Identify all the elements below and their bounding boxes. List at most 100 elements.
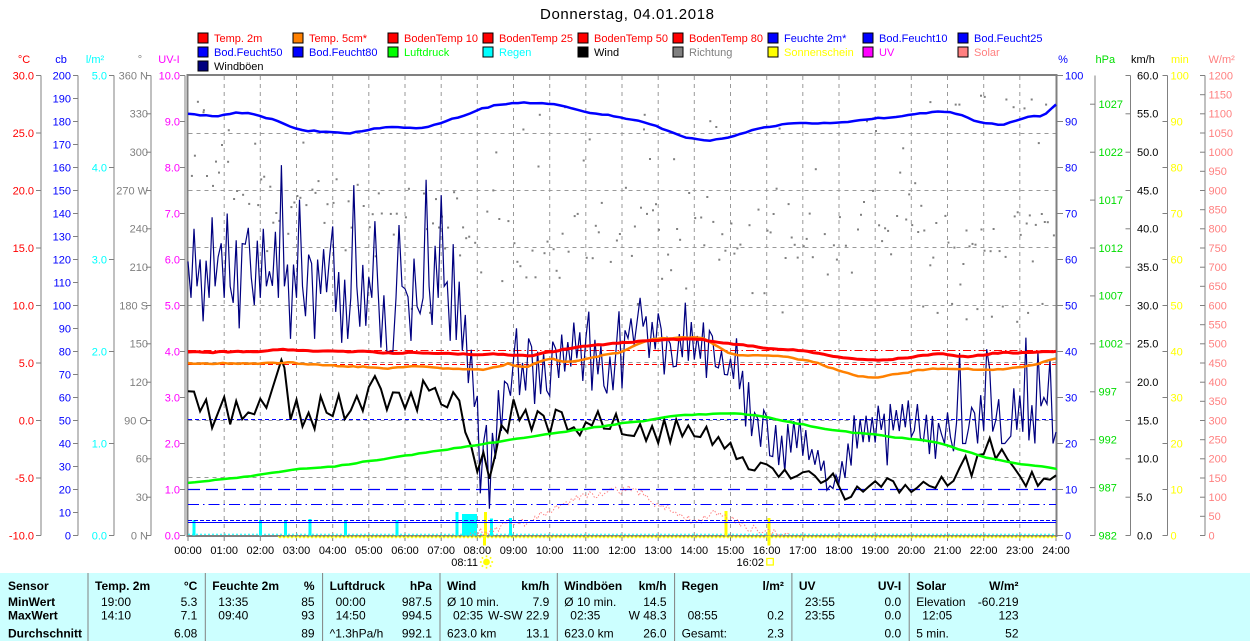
svg-text:80: 80: [59, 346, 71, 358]
svg-text:18:00: 18:00: [825, 545, 853, 557]
svg-text:Bod.Feucht50: Bod.Feucht50: [214, 47, 283, 59]
svg-text:km/h: km/h: [1131, 54, 1155, 66]
svg-text:5.0: 5.0: [165, 300, 180, 312]
svg-text:992: 992: [1099, 435, 1117, 447]
svg-text:5.0: 5.0: [19, 358, 34, 370]
svg-text:°C: °C: [184, 579, 198, 593]
svg-text:13:00: 13:00: [644, 545, 672, 557]
svg-text:10:00: 10:00: [536, 545, 564, 557]
svg-text:4.0: 4.0: [165, 346, 180, 358]
svg-text:l/m²: l/m²: [86, 54, 105, 66]
svg-text:1.0: 1.0: [92, 438, 107, 450]
svg-text:35.0: 35.0: [1137, 262, 1158, 274]
svg-text:-60.219: -60.219: [978, 595, 1019, 609]
svg-text:60: 60: [1171, 254, 1183, 266]
svg-text:450: 450: [1209, 358, 1227, 370]
svg-text:hPa: hPa: [1096, 54, 1116, 66]
svg-text:07:00: 07:00: [427, 545, 455, 557]
svg-text:100: 100: [53, 300, 71, 312]
svg-text:50: 50: [59, 415, 71, 427]
svg-text:50.0: 50.0: [1137, 147, 1158, 159]
svg-text:60: 60: [1065, 254, 1077, 266]
svg-text:90: 90: [1065, 116, 1077, 128]
svg-text:900: 900: [1209, 185, 1227, 197]
svg-text:90 O: 90 O: [124, 415, 148, 427]
svg-text:992.1: 992.1: [402, 627, 432, 641]
svg-text:40: 40: [1171, 346, 1183, 358]
svg-text:1007: 1007: [1099, 291, 1123, 303]
svg-text:20.0: 20.0: [13, 185, 34, 197]
svg-text:0.0: 0.0: [1137, 530, 1152, 542]
svg-text:1200: 1200: [1209, 70, 1233, 82]
svg-text:500: 500: [1209, 339, 1227, 351]
svg-text:30.0: 30.0: [1137, 300, 1158, 312]
svg-text:1022: 1022: [1099, 147, 1123, 159]
svg-text:800: 800: [1209, 224, 1227, 236]
svg-text:300: 300: [130, 147, 148, 159]
svg-text:20:00: 20:00: [898, 545, 926, 557]
svg-text:^1.3hPa/h: ^1.3hPa/h: [330, 627, 384, 641]
svg-text:Ø 10 min.: Ø 10 min.: [447, 595, 499, 609]
svg-text:19:00: 19:00: [101, 595, 131, 609]
svg-text:Bod.Feucht25: Bod.Feucht25: [974, 33, 1043, 45]
svg-text:1.0: 1.0: [165, 484, 180, 496]
svg-text:20: 20: [59, 484, 71, 496]
svg-text:160: 160: [53, 162, 71, 174]
svg-text:Windböen: Windböen: [564, 579, 622, 593]
svg-text:min: min: [1171, 54, 1189, 66]
svg-text:02:35: 02:35: [453, 609, 483, 623]
svg-text:W/m²: W/m²: [989, 579, 1018, 593]
svg-text:140: 140: [53, 208, 71, 220]
svg-text:21:00: 21:00: [934, 545, 962, 557]
svg-text:25.0: 25.0: [1137, 339, 1158, 351]
svg-text:30: 30: [1171, 392, 1183, 404]
svg-text:50: 50: [1065, 300, 1077, 312]
svg-text:4.0: 4.0: [92, 162, 107, 174]
svg-text:70: 70: [1171, 208, 1183, 220]
svg-text:hPa: hPa: [410, 579, 432, 593]
svg-text:14:10: 14:10: [101, 609, 131, 623]
svg-text:8.0: 8.0: [165, 162, 180, 174]
svg-text:16:02: 16:02: [736, 557, 764, 569]
svg-text:10: 10: [1171, 484, 1183, 496]
svg-text:Temp. 5cm*: Temp. 5cm*: [309, 33, 368, 45]
svg-text:123: 123: [998, 609, 1018, 623]
svg-text:15:00: 15:00: [717, 545, 745, 557]
svg-text:85: 85: [301, 595, 315, 609]
svg-text:16:00: 16:00: [753, 545, 781, 557]
svg-text:994.5: 994.5: [402, 609, 432, 623]
svg-text:Luftdruck: Luftdruck: [404, 47, 450, 59]
svg-text:MinWert: MinWert: [8, 595, 55, 609]
svg-text:623.0 km: 623.0 km: [564, 627, 613, 641]
svg-text:0.0: 0.0: [92, 530, 107, 542]
svg-text:120: 120: [53, 254, 71, 266]
svg-text:40: 40: [59, 438, 71, 450]
svg-text:km/h: km/h: [521, 579, 549, 593]
svg-text:BodenTemp 10: BodenTemp 10: [404, 33, 478, 45]
svg-text:Regen: Regen: [499, 47, 531, 59]
svg-text:550: 550: [1209, 320, 1227, 332]
svg-text:UV: UV: [799, 579, 816, 593]
svg-text:05:00: 05:00: [355, 545, 383, 557]
svg-text:14:50: 14:50: [336, 609, 366, 623]
svg-text:°C: °C: [18, 54, 30, 66]
svg-text:17:00: 17:00: [789, 545, 817, 557]
svg-text:1002: 1002: [1099, 339, 1123, 351]
svg-text:60.0: 60.0: [1137, 70, 1158, 82]
svg-text:26.0: 26.0: [643, 627, 667, 641]
svg-text:°: °: [138, 54, 142, 66]
svg-text:08:00: 08:00: [464, 545, 492, 557]
svg-text:09:00: 09:00: [500, 545, 528, 557]
svg-text:150: 150: [1209, 473, 1227, 485]
svg-text:Windböen: Windböen: [214, 61, 264, 73]
svg-text:BodenTemp 80: BodenTemp 80: [689, 33, 763, 45]
svg-text:Sensor: Sensor: [8, 579, 49, 593]
svg-text:30: 30: [1065, 392, 1077, 404]
svg-text:03:00: 03:00: [283, 545, 311, 557]
svg-text:93: 93: [301, 609, 315, 623]
svg-text:330: 330: [130, 109, 148, 121]
svg-text:Ø 10 min.: Ø 10 min.: [564, 595, 616, 609]
svg-text:-5.0: -5.0: [15, 473, 34, 485]
svg-text:00:00: 00:00: [174, 545, 202, 557]
svg-text:km/h: km/h: [639, 579, 667, 593]
